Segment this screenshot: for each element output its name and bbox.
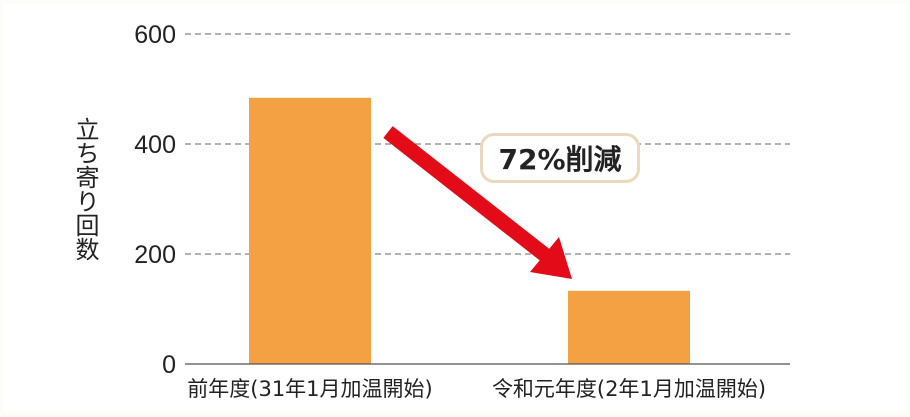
bar — [568, 290, 690, 364]
plot-area: 0 200 400 600 前年度(31年1月加温開始) 令和元年度(2年1月加温開始) — [134, 21, 790, 401]
y-tick-label: 600 — [134, 21, 176, 49]
y-tick-label: 0 — [162, 351, 176, 379]
arrow-head — [530, 237, 572, 279]
arrow-shaft — [383, 126, 550, 261]
y-tick-label: 200 — [134, 241, 176, 269]
bar-chart: 0 200 400 600 前年度(31年1月加温開始) 令和元年度(2年1月加温開始) — [134, 21, 790, 401]
y-axis-label: 立ち寄り回数 — [71, 117, 99, 261]
y-tick-label: 400 — [134, 131, 176, 159]
x-tick-label: 前年度(31年1月加温開始) — [187, 377, 432, 401]
chart: 0 200 400 600 前年度(31年1月加温開始) 令和元年度(2年1月加温開始) … — [3, 3, 907, 411]
reduction-callout: 72%削減 — [480, 133, 640, 183]
x-tick-label: 令和元年度(2年1月加温開始) — [492, 377, 766, 401]
bar — [249, 97, 371, 365]
